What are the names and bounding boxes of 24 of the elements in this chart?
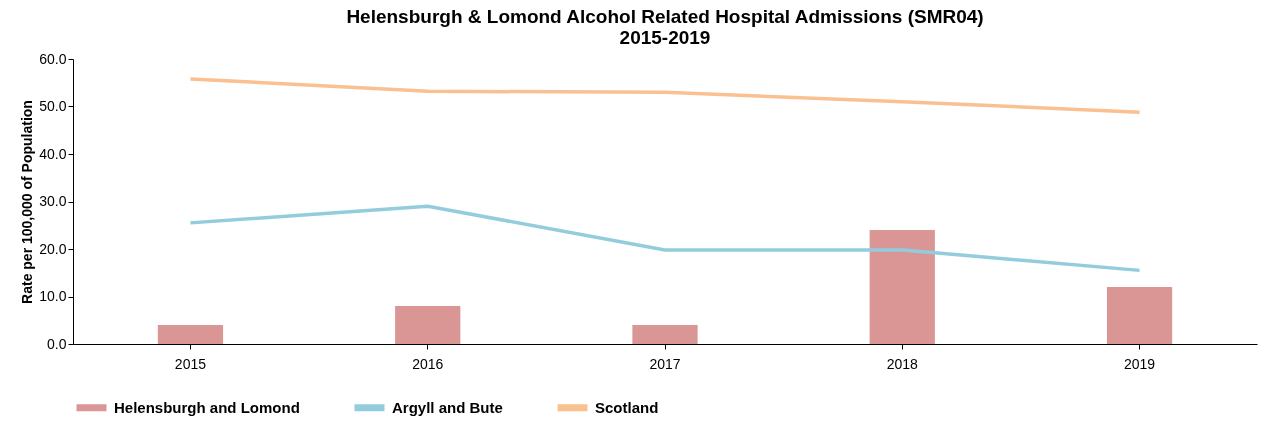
y-tick-label: 30.0	[39, 193, 67, 209]
bar	[395, 306, 461, 344]
legend-label: Scotland	[595, 398, 659, 416]
bar	[869, 230, 935, 344]
bar	[632, 325, 698, 344]
legend-label: Helensburgh and Lomond	[114, 398, 300, 416]
y-tick-label: 0.0	[47, 335, 67, 352]
x-tick-label: 2015	[174, 355, 207, 372]
bar	[157, 325, 224, 344]
x-tick-label: 2019	[1123, 355, 1156, 372]
x-tick-label: 2016	[412, 355, 444, 372]
y-tick-label: 50.0	[39, 98, 67, 114]
y-tick-label: 10.0	[39, 288, 67, 304]
line-series	[188, 77, 1142, 114]
line-series	[188, 204, 1142, 273]
x-tick-label: 2017	[649, 355, 681, 372]
x-tick-label: 2018	[886, 355, 919, 372]
y-tick-label: 60.0	[39, 50, 67, 67]
legend-label: Argyll and Bute	[392, 398, 503, 416]
y-tick-label: 40.0	[39, 145, 67, 162]
y-tick-label: 20.0	[39, 240, 67, 257]
y-axis-title: Rate per 100,000 of Population	[19, 100, 36, 304]
bar	[1106, 287, 1173, 344]
chart-title: Helensburgh & Lomond Alcohol Related Hospital Admissions (SMR04) 2015-2019	[346, 6, 984, 48]
